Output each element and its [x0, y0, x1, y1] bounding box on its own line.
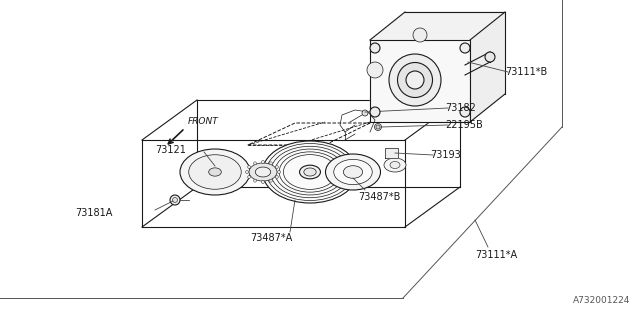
Ellipse shape [384, 158, 406, 172]
Text: 73111*B: 73111*B [505, 67, 547, 77]
Ellipse shape [326, 154, 381, 190]
Circle shape [275, 175, 278, 179]
Circle shape [485, 52, 495, 62]
Polygon shape [470, 12, 505, 122]
Text: 22195B: 22195B [445, 120, 483, 130]
Text: 73111*A: 73111*A [475, 250, 517, 260]
Circle shape [269, 179, 273, 182]
Text: 73193: 73193 [430, 150, 461, 160]
Circle shape [376, 125, 380, 129]
Circle shape [253, 179, 257, 182]
Circle shape [248, 165, 251, 169]
Ellipse shape [209, 168, 221, 176]
Ellipse shape [397, 62, 433, 98]
Circle shape [253, 162, 257, 165]
Ellipse shape [390, 162, 400, 169]
Text: 73487*A: 73487*A [250, 233, 292, 243]
Polygon shape [370, 40, 470, 122]
Ellipse shape [189, 155, 241, 189]
Ellipse shape [300, 165, 321, 179]
Ellipse shape [389, 54, 441, 106]
Circle shape [362, 110, 368, 116]
Circle shape [370, 107, 380, 117]
Circle shape [275, 165, 278, 169]
Circle shape [370, 43, 380, 53]
Circle shape [170, 195, 180, 205]
Text: FRONT: FRONT [188, 117, 219, 126]
Text: 73487*B: 73487*B [358, 192, 401, 202]
Ellipse shape [406, 71, 424, 89]
Circle shape [374, 124, 381, 131]
Ellipse shape [333, 159, 372, 185]
Text: 73182: 73182 [445, 103, 476, 113]
Circle shape [278, 171, 280, 173]
Circle shape [246, 171, 248, 173]
Polygon shape [385, 148, 398, 158]
Ellipse shape [255, 167, 271, 177]
Text: A732001224: A732001224 [573, 296, 630, 305]
Ellipse shape [262, 141, 358, 203]
Ellipse shape [180, 149, 250, 195]
Circle shape [460, 107, 470, 117]
Circle shape [248, 175, 251, 179]
Text: 73121: 73121 [155, 145, 186, 155]
Circle shape [269, 162, 273, 165]
Circle shape [262, 180, 264, 183]
Circle shape [413, 28, 427, 42]
Ellipse shape [249, 163, 277, 181]
Circle shape [367, 62, 383, 78]
Circle shape [262, 161, 264, 164]
Ellipse shape [304, 168, 316, 176]
Circle shape [460, 43, 470, 53]
Circle shape [173, 197, 177, 203]
Ellipse shape [344, 166, 363, 178]
Text: 73181A: 73181A [75, 208, 113, 218]
Polygon shape [370, 12, 505, 40]
